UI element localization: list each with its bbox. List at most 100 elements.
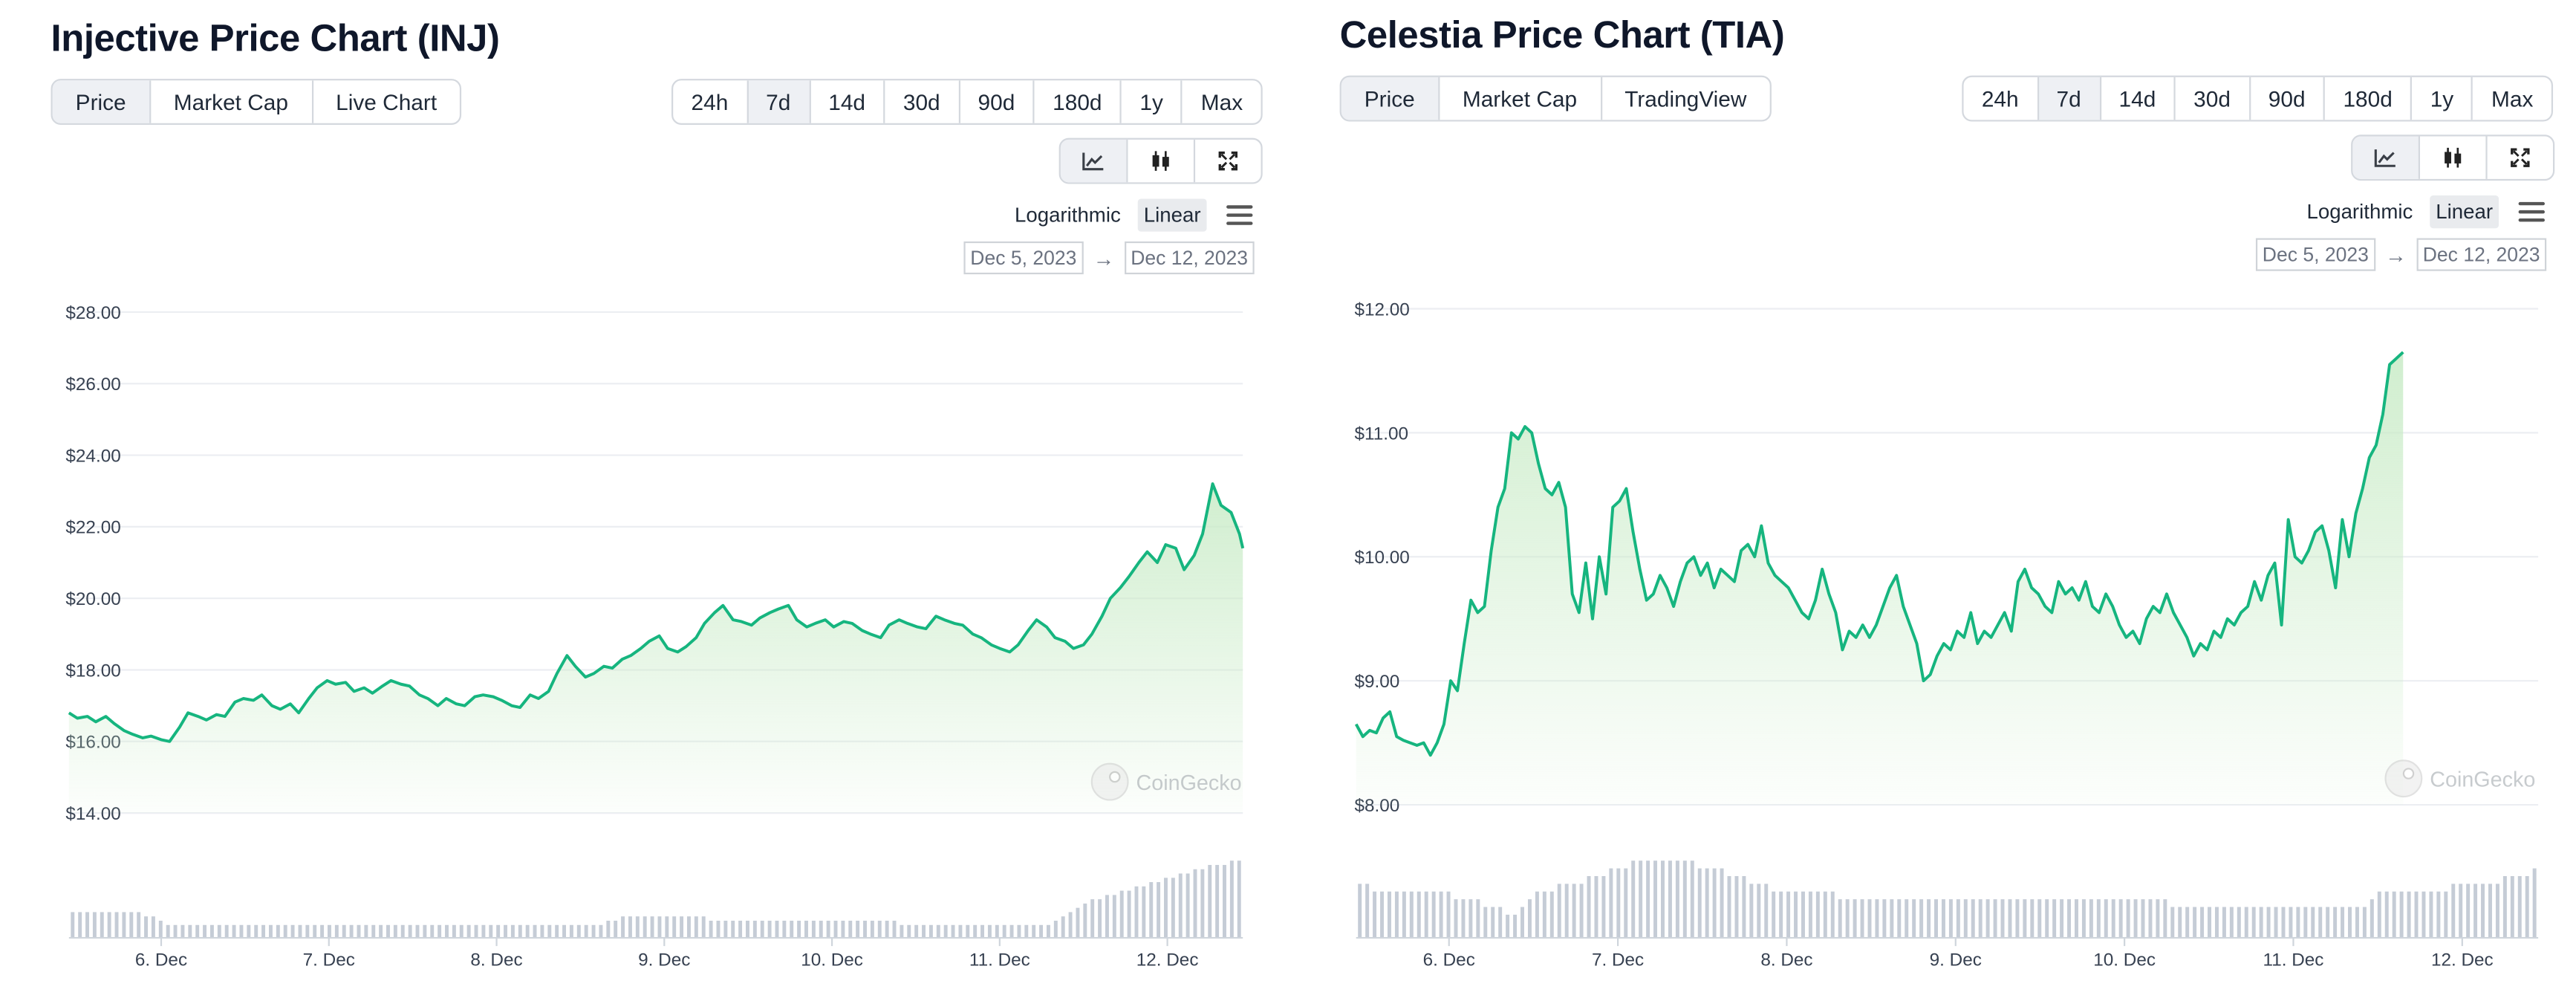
range-30d-button[interactable]: 30d bbox=[2173, 77, 2249, 120]
volume-bar bbox=[2015, 899, 2020, 939]
tab-market-cap[interactable]: Market Cap bbox=[149, 80, 311, 123]
volume-bar bbox=[1853, 899, 1857, 939]
volume-bar bbox=[489, 924, 493, 939]
volume-bar bbox=[547, 924, 552, 939]
volume-bar bbox=[2303, 907, 2308, 939]
volume-bar bbox=[276, 924, 280, 939]
volume-bar bbox=[892, 921, 897, 939]
linear-option[interactable]: Linear bbox=[2429, 195, 2499, 229]
scale-toggle: Logarithmic Linear bbox=[2300, 195, 2546, 229]
tab-market-cap[interactable]: Market Cap bbox=[1437, 77, 1600, 120]
hamburger-menu-icon[interactable] bbox=[1226, 204, 1254, 226]
volume-bar bbox=[1053, 921, 1058, 939]
price-line bbox=[68, 482, 1245, 743]
volume-bar bbox=[1661, 861, 1665, 939]
volume-bar bbox=[2459, 884, 2463, 939]
fullscreen-button[interactable] bbox=[1193, 139, 1261, 183]
volume-bar bbox=[2355, 907, 2359, 939]
volume-bar bbox=[1963, 899, 1968, 939]
range-7d-button[interactable]: 7d bbox=[2036, 77, 2100, 120]
start-date-input[interactable]: Dec 5, 2023 bbox=[963, 241, 1084, 275]
logarithmic-option[interactable]: Logarithmic bbox=[2306, 200, 2413, 224]
volume-bar bbox=[2451, 884, 2456, 939]
volume-bar bbox=[1897, 899, 1902, 939]
price-area bbox=[68, 484, 1243, 814]
x-tick-label: 12. Dec bbox=[2431, 950, 2494, 970]
range-1y-button[interactable]: 1y bbox=[1119, 80, 1181, 123]
scale-toggle: Logarithmic Linear bbox=[1008, 198, 1254, 232]
volume-bar bbox=[283, 924, 287, 939]
tab-live-chart[interactable]: Live Chart bbox=[310, 80, 460, 123]
volume-bar bbox=[995, 924, 999, 939]
line-chart-button[interactable] bbox=[1060, 139, 1127, 183]
line-chart-button[interactable] bbox=[2352, 136, 2419, 179]
range-180d-button[interactable]: 180d bbox=[1032, 80, 1120, 123]
hamburger-menu-icon[interactable] bbox=[2519, 201, 2546, 223]
volume-bar bbox=[2311, 907, 2315, 939]
range-14d-button[interactable]: 14d bbox=[2099, 77, 2174, 120]
candlestick-button[interactable] bbox=[1126, 139, 1194, 183]
range-90d-button[interactable]: 90d bbox=[957, 80, 1033, 123]
volume-bar bbox=[334, 924, 339, 939]
range-14d-button[interactable]: 14d bbox=[808, 80, 884, 123]
fullscreen-button[interactable] bbox=[2485, 136, 2553, 179]
y-tick-label: $28.00 bbox=[65, 303, 120, 323]
range-1y-button[interactable]: 1y bbox=[2410, 77, 2471, 120]
volume-bar bbox=[863, 921, 867, 939]
range-7d-button[interactable]: 7d bbox=[746, 80, 809, 123]
volume-bar bbox=[1076, 907, 1080, 939]
volume-bar bbox=[1875, 899, 1879, 939]
end-date-input[interactable]: Dec 12, 2023 bbox=[1124, 241, 1255, 275]
volume-bar bbox=[166, 924, 170, 939]
volume-bar bbox=[1838, 899, 1842, 939]
volume-bar bbox=[2045, 899, 2049, 939]
range-90d-button[interactable]: 90d bbox=[2248, 77, 2323, 120]
volume-bar bbox=[2052, 899, 2057, 939]
volume-bar bbox=[180, 924, 185, 939]
volume-bar bbox=[2510, 875, 2514, 939]
volume-bar bbox=[100, 912, 104, 939]
tab-price[interactable]: Price bbox=[1341, 77, 1438, 120]
volume-bar bbox=[2318, 907, 2323, 939]
volume-bar bbox=[195, 924, 200, 939]
volume-bar bbox=[1772, 891, 1776, 939]
price-area bbox=[1356, 351, 2404, 806]
volume-bar bbox=[1112, 895, 1116, 939]
volume-bar bbox=[1993, 899, 1997, 939]
volume-bar bbox=[217, 924, 221, 939]
volume-bar bbox=[635, 916, 640, 939]
end-date-input[interactable]: Dec 12, 2023 bbox=[2416, 238, 2547, 271]
volume-bar bbox=[129, 912, 134, 939]
volume-bar bbox=[2259, 907, 2263, 939]
volume-bar bbox=[2414, 891, 2419, 939]
candlestick-button[interactable] bbox=[2418, 136, 2486, 179]
volume-bar bbox=[1616, 868, 1621, 939]
volume-bar bbox=[621, 916, 625, 939]
range-max-button[interactable]: Max bbox=[1181, 80, 1261, 123]
volume-bar bbox=[313, 924, 317, 939]
volume-bar bbox=[1171, 878, 1175, 939]
volume-bar bbox=[723, 921, 728, 939]
volume-bar bbox=[1483, 907, 1488, 939]
range-max-button[interactable]: Max bbox=[2471, 77, 2551, 120]
logarithmic-option[interactable]: Logarithmic bbox=[1014, 204, 1121, 227]
volume-bar bbox=[1083, 903, 1087, 939]
volume-bar bbox=[459, 924, 464, 939]
volume-bar bbox=[2170, 907, 2175, 939]
range-24h-button[interactable]: 24h bbox=[691, 89, 729, 114]
gecko-logo-icon bbox=[1090, 762, 1129, 801]
start-date-input[interactable]: Dec 5, 2023 bbox=[2255, 238, 2375, 271]
view-tabs: Price Market Cap TradingView bbox=[1339, 75, 1772, 122]
range-selector: 24h 7d 14d 30d 90d 180d 1y Max bbox=[1962, 75, 2553, 122]
linear-option[interactable]: Linear bbox=[1136, 198, 1208, 232]
volume-bar bbox=[797, 921, 801, 939]
volume-bar bbox=[2436, 891, 2441, 939]
volume-bar bbox=[1513, 914, 1518, 939]
volume-bar bbox=[445, 924, 449, 939]
range-180d-button[interactable]: 180d bbox=[2323, 77, 2410, 120]
tab-tradingview[interactable]: TradingView bbox=[1600, 77, 1769, 120]
tab-price[interactable]: Price bbox=[52, 80, 149, 123]
range-24h-button[interactable]: 24h bbox=[1981, 86, 2019, 111]
volume-bar bbox=[393, 924, 397, 939]
range-30d-button[interactable]: 30d bbox=[883, 80, 958, 123]
